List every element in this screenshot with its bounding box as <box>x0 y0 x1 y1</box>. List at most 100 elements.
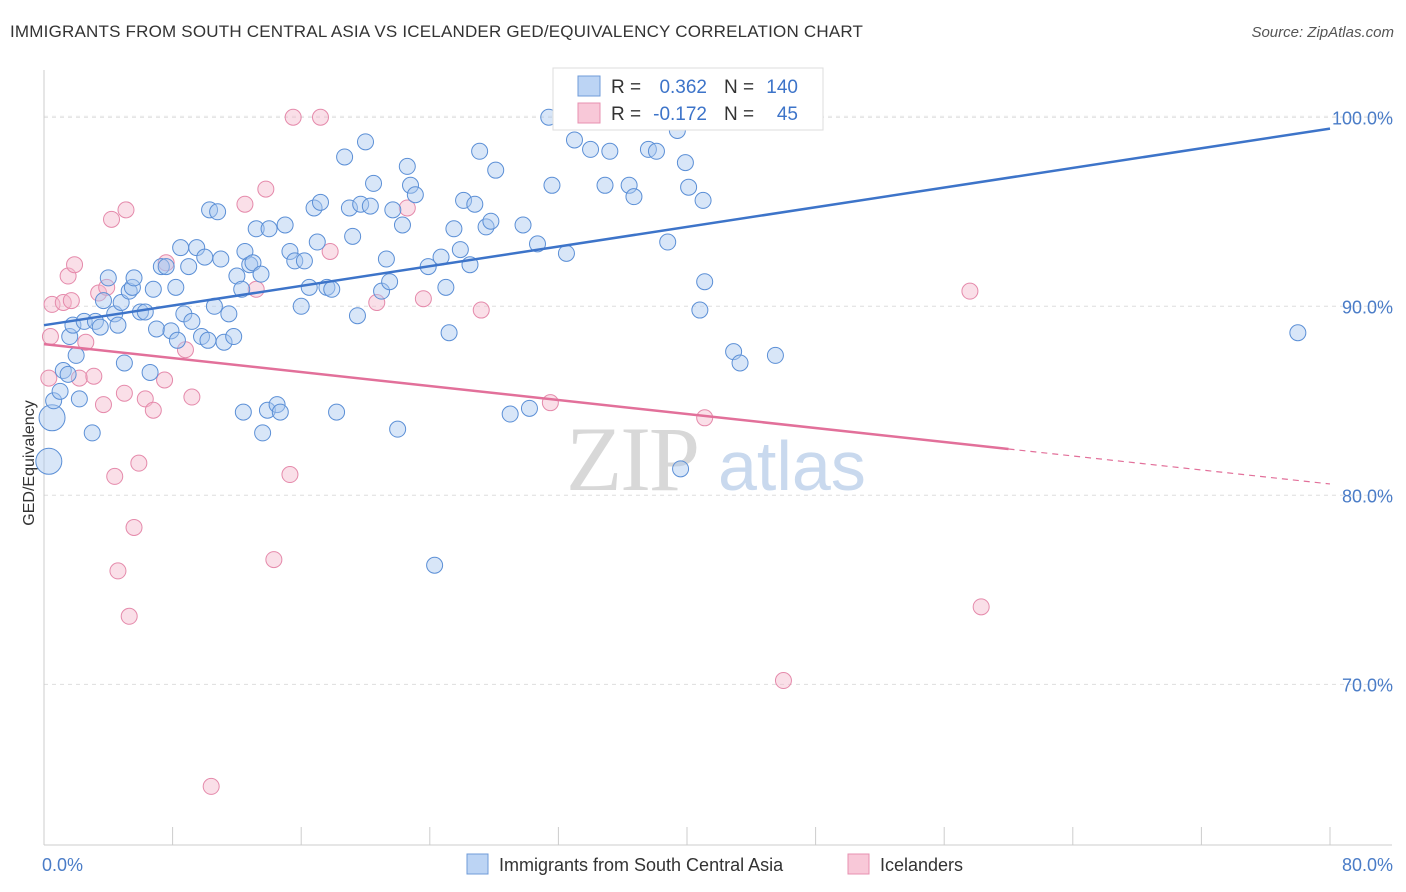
icelanders-point <box>284 108 302 126</box>
south-central-asia-point <box>51 382 69 400</box>
south-central-asia-point <box>144 280 162 298</box>
legend-n-value-1: 140 <box>766 77 798 98</box>
icelanders-point <box>85 367 103 385</box>
south-central-asia-point <box>196 248 214 266</box>
icelanders-point <box>281 466 299 484</box>
source-credit: Source: ZipAtlas.com <box>1251 24 1394 41</box>
south-central-asia-point <box>361 197 379 215</box>
x-tick-label: 80.0% <box>1342 855 1393 875</box>
south-central-asia-point <box>67 346 85 364</box>
south-central-asia-point <box>308 233 326 251</box>
south-central-asia-point <box>148 320 166 338</box>
south-central-asia-point <box>157 258 175 276</box>
legend-r-label-1: R = <box>611 77 641 98</box>
south-central-asia-point <box>384 201 402 219</box>
tick-labels: 70.0% 80.0% 90.0% 100.0% 0.0% 80.0% <box>42 108 1393 875</box>
south-central-asia-point <box>501 405 519 423</box>
bottom-legend: Immigrants from South Central Asia Icela… <box>466 853 963 875</box>
south-central-asia-point <box>437 278 455 296</box>
south-central-asia-point <box>659 233 677 251</box>
icelanders-points <box>40 108 990 795</box>
icelanders-point <box>120 607 138 625</box>
south-central-asia-point <box>94 292 112 310</box>
south-central-asia-point <box>514 216 532 234</box>
icelanders-point <box>117 201 135 219</box>
south-central-asia-point <box>393 216 411 234</box>
south-central-asia-point <box>281 242 299 260</box>
south-central-asia-point <box>381 273 399 291</box>
south-central-asia-point <box>61 328 79 346</box>
south-central-asia-point <box>455 191 473 209</box>
trend-lines <box>43 127 1331 485</box>
south-central-asia-point <box>295 252 313 270</box>
icelanders-point <box>414 290 432 308</box>
icelanders-point <box>156 371 174 389</box>
south-central-asia-point <box>271 403 289 421</box>
watermark-zip: ZIP <box>566 408 698 510</box>
south-central-asia-point <box>167 278 185 296</box>
icelanders-point <box>62 292 80 310</box>
south-central-asia-point <box>543 176 561 194</box>
south-central-asia-point <box>220 305 238 323</box>
icelanders-point <box>125 518 143 536</box>
south-central-asia-point <box>487 161 505 179</box>
legend-n-value-2: 45 <box>777 104 798 125</box>
south-central-asia-point <box>168 331 186 349</box>
bottom-legend-swatch-pink <box>847 853 870 875</box>
south-central-asia-point <box>520 399 538 417</box>
icelanders-point <box>202 777 220 795</box>
south-central-asia-point <box>340 199 358 217</box>
south-central-asia-point <box>254 424 272 442</box>
south-central-asia-point <box>209 203 227 221</box>
icelanders-point <box>398 199 416 217</box>
bottom-legend-swatch-blue <box>466 853 489 875</box>
south-central-asia-point <box>482 212 500 230</box>
x-tick-label: 0.0% <box>42 855 83 875</box>
trend-line-pink <box>43 342 1009 451</box>
south-central-asia-point <box>258 401 276 419</box>
south-central-asia-point <box>172 239 190 257</box>
south-central-asia-point <box>162 322 180 340</box>
south-central-asia-point <box>377 250 395 268</box>
legend-n-label-2: N = <box>724 104 754 125</box>
icelanders-point <box>368 294 386 311</box>
south-central-asia-point <box>348 307 366 325</box>
icelanders-point <box>247 280 265 298</box>
south-central-asia-point <box>398 157 416 175</box>
south-central-asia-point <box>141 363 159 381</box>
axes <box>43 70 1392 846</box>
icelanders-point <box>115 384 133 402</box>
south-central-asia-point <box>225 328 243 346</box>
south-central-asia-point <box>731 354 749 372</box>
south-central-asia-point <box>276 216 294 234</box>
south-central-asia-point <box>426 556 444 574</box>
south-central-asia-point <box>91 318 109 336</box>
south-central-asia-point <box>241 256 259 274</box>
icelanders-point <box>311 108 329 126</box>
south-central-asia-point <box>136 303 154 321</box>
south-central-asia-point <box>35 447 63 475</box>
trend-line-blue <box>43 127 1331 327</box>
south-central-asia-point <box>620 176 638 194</box>
legend-r-value-2: -0.172 <box>653 104 707 125</box>
icelanders-point <box>130 454 148 472</box>
south-central-asia-point <box>83 424 101 442</box>
south-central-asia-point <box>234 403 252 421</box>
south-central-asia-point <box>328 403 346 421</box>
icelanders-point <box>77 333 95 351</box>
icelanders-point <box>94 396 112 414</box>
south-central-asia-point <box>228 267 246 285</box>
south-central-asia-point <box>451 241 469 259</box>
south-central-asia-point <box>357 133 374 151</box>
icelanders-point <box>40 369 58 387</box>
south-central-asia-point <box>440 324 458 342</box>
south-central-asia-point <box>582 140 600 158</box>
south-central-asia-point <box>696 273 714 291</box>
y-tick-label: 70.0% <box>1342 675 1393 695</box>
south-central-asia-point <box>406 186 424 204</box>
south-central-asia-point <box>766 346 784 364</box>
icelanders-point <box>257 180 275 198</box>
icelanders-point <box>41 328 59 346</box>
south-central-asia-point <box>402 176 420 194</box>
south-central-asia-point <box>557 244 575 262</box>
